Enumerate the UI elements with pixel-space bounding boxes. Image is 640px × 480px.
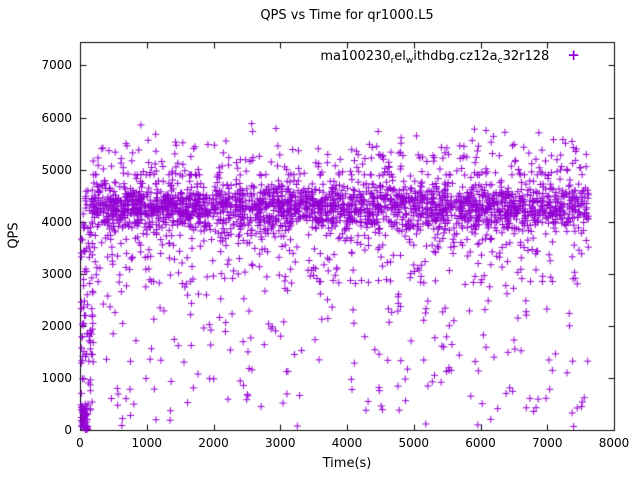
y-tick-label: 0 <box>64 423 72 437</box>
chart-title: QPS vs Time for qr1000.L5 <box>260 8 434 23</box>
legend-subscript: c <box>497 56 503 66</box>
y-tick-label: 5000 <box>41 162 72 177</box>
legend: ma100230relwithdbg.cz12ac32r128 + <box>320 46 580 66</box>
y-tick-label: 3000 <box>41 266 72 281</box>
legend-text-segment: el <box>394 49 406 64</box>
legend-text-segment: ma100230 <box>320 49 391 64</box>
y-axis-label: QPS <box>6 222 22 249</box>
x-tick-label: 1000 <box>131 436 163 450</box>
y-tick-label: 6000 <box>41 110 72 125</box>
legend-subscript: w <box>405 56 414 66</box>
x-tick-label: 5000 <box>398 436 430 450</box>
legend-text-segment: ithdbg.cz12a <box>413 49 498 64</box>
legend-plus-marker-icon: + <box>567 46 580 64</box>
y-tick-label: 2000 <box>41 318 72 333</box>
x-tick-label: 2000 <box>198 436 229 450</box>
legend-series-label: ma100230relwithdbg.cz12ac32r128 <box>320 49 550 66</box>
y-tick-label: 4000 <box>41 214 72 229</box>
x-tick-label: 7000 <box>531 436 563 450</box>
legend-subscript: r <box>390 56 395 66</box>
y-tick-label: 7000 <box>41 58 72 73</box>
legend-text-segment: 32r128 <box>502 49 550 64</box>
x-axis-label: Time(s) <box>322 456 372 471</box>
x-tick-label: 6000 <box>465 436 496 450</box>
x-tick-label: 8000 <box>598 436 630 450</box>
x-tick-label: 3000 <box>264 436 296 450</box>
y-tick-label: 1000 <box>41 370 72 385</box>
x-tick-label: 4000 <box>331 436 363 450</box>
x-tick-label: 0 <box>76 436 84 450</box>
